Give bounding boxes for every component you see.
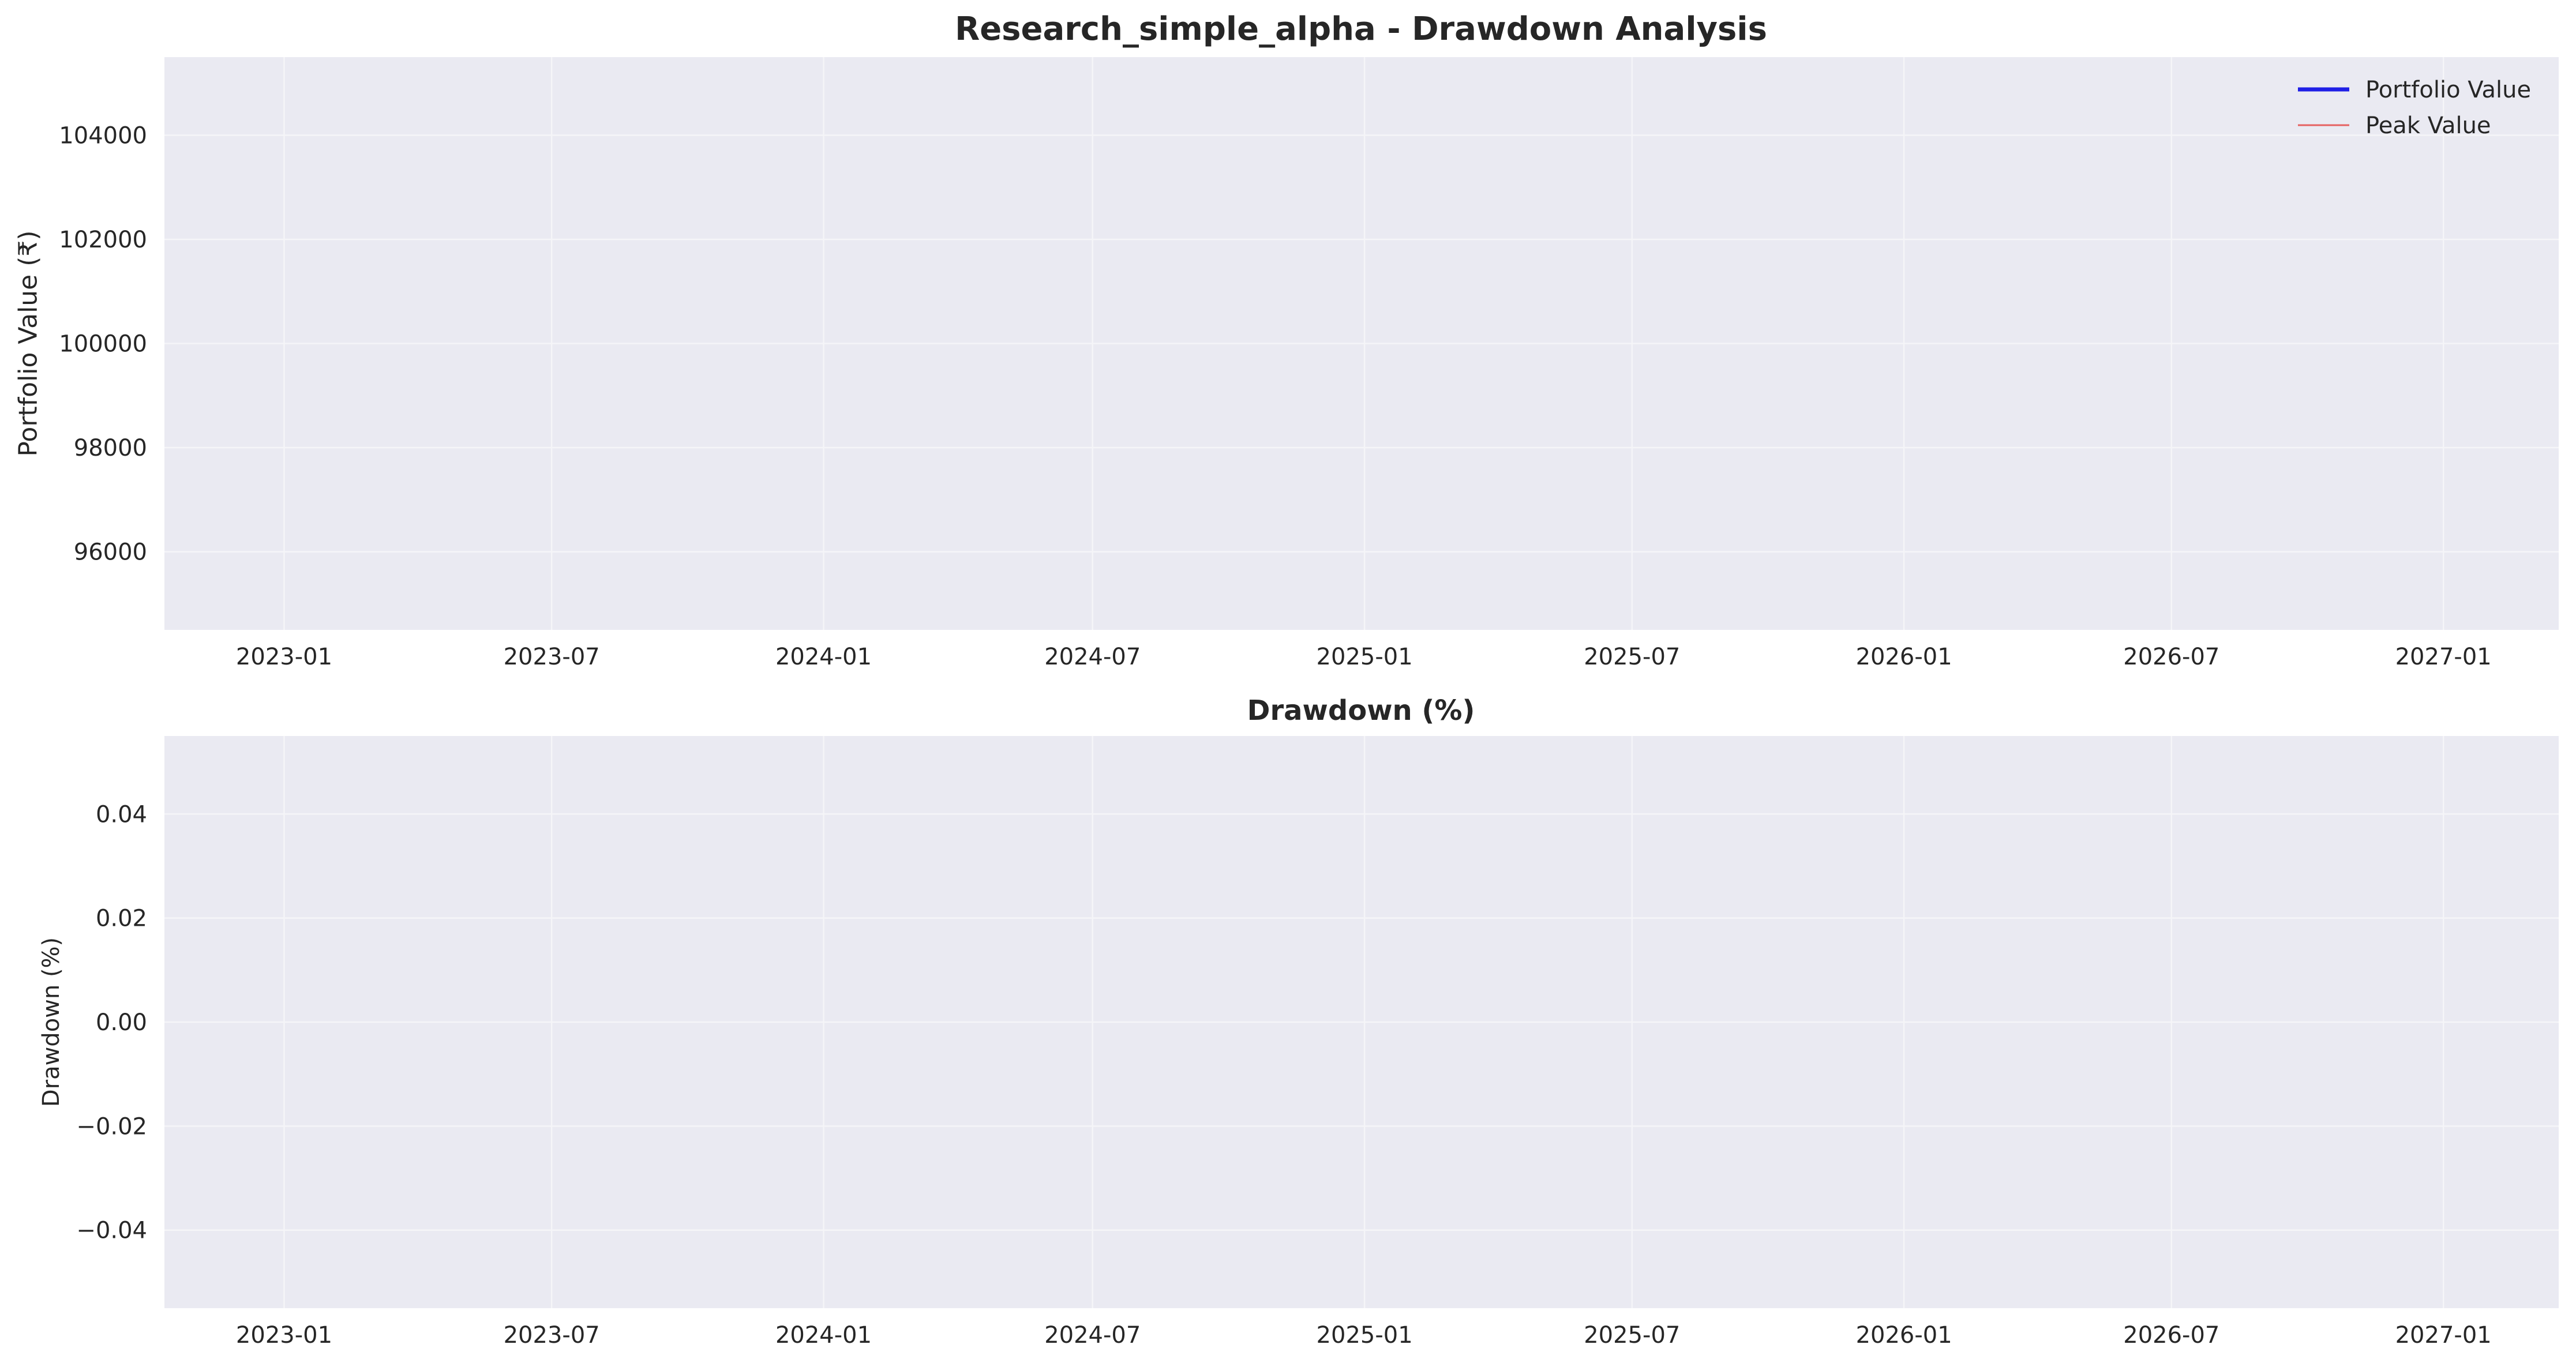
x-tick-label: 2026-01	[1856, 644, 1952, 670]
y-tick-label: 0.04	[96, 801, 147, 828]
portfolio-value-panel: 2023-01 2023-07 2024-01 2024-07 2025-01 2025-…	[13, 57, 2559, 670]
drawdown-y-axis-label: Drawdown (%)	[38, 937, 65, 1107]
y-tick-label: 100000	[59, 331, 147, 358]
x-tick-label: 2024-07	[1044, 644, 1141, 670]
x-tick-label: 2023-01	[236, 1322, 332, 1349]
x-tick-label: 2026-07	[2123, 1322, 2219, 1349]
x-tick-label: 2027-01	[2395, 644, 2492, 670]
portfolio-y-ticks: 96000 98000 100000 102000 104000	[59, 122, 147, 565]
y-tick-label: 98000	[74, 435, 147, 461]
x-tick-label: 2023-07	[504, 644, 600, 670]
x-tick-label: 2025-01	[1317, 644, 1413, 670]
x-tick-label: 2025-01	[1317, 1322, 1413, 1349]
x-tick-label: 2027-01	[2395, 1322, 2492, 1349]
y-tick-label: −0.04	[76, 1218, 147, 1244]
drawdown-panel: 2023-01 2023-07 2024-01 2024-07 2025-01 2025-…	[38, 736, 2559, 1349]
drawdown-gridlines	[164, 736, 2559, 1308]
drawdown-panel-title: Drawdown (%)	[1247, 694, 1475, 727]
portfolio-x-ticks: 2023-01 2023-07 2024-01 2024-07 2025-01 2025-…	[236, 644, 2492, 670]
legend-label-portfolio-value: Portfolio Value	[2365, 77, 2531, 103]
x-tick-label: 2024-01	[775, 644, 872, 670]
x-tick-label: 2024-01	[775, 1322, 872, 1349]
drawdown-y-ticks: −0.04 −0.02 0.00 0.02 0.04	[76, 801, 147, 1244]
x-tick-label: 2025-07	[1584, 1322, 1680, 1349]
x-tick-label: 2024-07	[1044, 1322, 1141, 1349]
y-tick-label: 104000	[59, 122, 147, 149]
drawdown-x-ticks: 2023-01 2023-07 2024-01 2024-07 2025-01 2025-…	[236, 1322, 2492, 1349]
x-tick-label: 2023-01	[236, 644, 332, 670]
legend-label-peak-value: Peak Value	[2365, 112, 2491, 139]
x-tick-label: 2025-07	[1584, 644, 1680, 670]
portfolio-y-axis-label: Portfolio Value (₹)	[13, 230, 43, 456]
y-tick-label: −0.02	[76, 1113, 147, 1140]
figure-title: Research_simple_alpha - Drawdown Analysi…	[955, 10, 1767, 48]
x-tick-label: 2026-01	[1856, 1322, 1952, 1349]
y-tick-label: 96000	[74, 539, 147, 566]
y-tick-label: 102000	[59, 227, 147, 253]
y-tick-label: 0.02	[96, 906, 147, 932]
portfolio-legend: Portfolio Value Peak Value	[2298, 77, 2531, 139]
y-tick-label: 0.00	[96, 1009, 147, 1036]
portfolio-gridlines	[164, 57, 2559, 630]
x-tick-label: 2023-07	[504, 1322, 600, 1349]
x-tick-label: 2026-07	[2123, 644, 2219, 670]
